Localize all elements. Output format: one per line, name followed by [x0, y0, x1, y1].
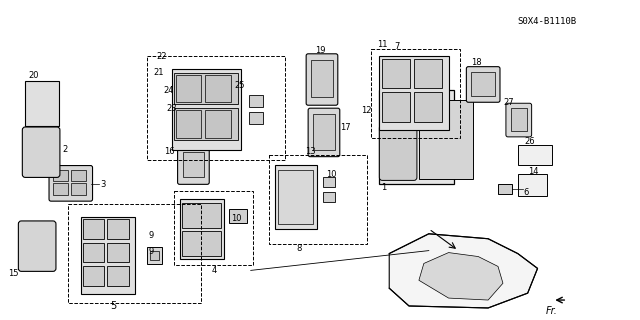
Bar [68, 204, 202, 303]
Text: 10: 10 [231, 214, 241, 223]
Bar [182, 152, 204, 177]
Bar [498, 184, 512, 194]
Bar [173, 108, 238, 140]
Bar [108, 243, 129, 262]
Text: 8: 8 [296, 244, 301, 253]
FancyBboxPatch shape [306, 54, 338, 105]
Bar [371, 49, 460, 138]
Bar [205, 110, 231, 138]
Bar [108, 267, 129, 286]
Bar [382, 59, 410, 88]
Bar [269, 155, 367, 244]
Bar [382, 92, 410, 122]
Text: 21: 21 [154, 68, 164, 77]
FancyBboxPatch shape [177, 146, 209, 184]
Bar [26, 81, 59, 126]
Bar [182, 231, 221, 256]
Bar [518, 174, 547, 196]
Bar [311, 60, 333, 97]
FancyBboxPatch shape [467, 67, 500, 102]
Text: 20: 20 [28, 71, 39, 80]
Bar [182, 203, 221, 228]
Bar [53, 183, 68, 195]
Bar [414, 59, 442, 88]
Bar [518, 145, 552, 164]
Text: 14: 14 [527, 167, 538, 176]
Text: S0X4-B1110B: S0X4-B1110B [518, 17, 577, 26]
Text: 25: 25 [234, 81, 244, 90]
Bar [71, 183, 86, 195]
Text: Fr.: Fr. [545, 306, 557, 316]
Bar [83, 219, 104, 239]
FancyBboxPatch shape [506, 103, 532, 137]
Text: 13: 13 [305, 147, 316, 156]
Text: 22: 22 [157, 52, 167, 61]
Text: 16: 16 [164, 147, 174, 156]
Text: 9: 9 [149, 231, 154, 240]
Bar [175, 110, 202, 138]
Text: 15: 15 [8, 269, 19, 278]
Text: 23: 23 [166, 104, 177, 113]
Text: 6: 6 [524, 188, 529, 197]
Bar [323, 192, 335, 202]
Bar [83, 267, 104, 286]
Bar [180, 199, 224, 259]
FancyBboxPatch shape [380, 125, 417, 180]
Text: 18: 18 [471, 58, 482, 67]
Text: 27: 27 [503, 98, 513, 107]
Bar [150, 251, 159, 260]
Text: 7: 7 [394, 42, 399, 52]
Text: 1: 1 [381, 183, 387, 192]
Text: 10: 10 [326, 170, 337, 179]
Text: 12: 12 [362, 106, 372, 115]
Bar [275, 164, 317, 229]
Text: 5: 5 [110, 301, 116, 311]
Text: 9: 9 [149, 247, 154, 256]
Bar [172, 68, 241, 150]
Bar [81, 217, 135, 294]
FancyBboxPatch shape [49, 165, 93, 201]
Bar [278, 170, 313, 224]
Bar [53, 170, 68, 181]
Text: 4: 4 [211, 266, 216, 275]
Bar [419, 100, 474, 180]
Bar [323, 177, 335, 187]
Bar [173, 191, 253, 265]
Bar [229, 209, 247, 223]
Bar [414, 92, 442, 122]
Bar [313, 114, 335, 150]
Bar [108, 219, 129, 239]
Text: 19: 19 [315, 46, 326, 55]
Text: 3: 3 [100, 180, 106, 189]
Bar [249, 95, 262, 107]
FancyBboxPatch shape [308, 108, 340, 157]
Polygon shape [419, 252, 503, 300]
Bar [205, 75, 231, 102]
Bar [511, 108, 527, 131]
Bar [380, 90, 454, 184]
Text: 11: 11 [378, 40, 388, 49]
Bar [147, 247, 162, 264]
Bar [175, 75, 202, 102]
Text: 17: 17 [340, 124, 351, 132]
Text: 24: 24 [164, 86, 174, 95]
Bar [249, 112, 262, 124]
FancyBboxPatch shape [22, 127, 60, 177]
Bar [71, 170, 86, 181]
Bar [380, 56, 449, 130]
Text: 2: 2 [63, 145, 68, 154]
Text: 26: 26 [525, 137, 535, 146]
Bar [147, 56, 285, 160]
Polygon shape [389, 234, 538, 308]
Bar [173, 73, 238, 104]
FancyBboxPatch shape [19, 221, 56, 271]
Bar [471, 72, 495, 96]
Bar [83, 243, 104, 262]
